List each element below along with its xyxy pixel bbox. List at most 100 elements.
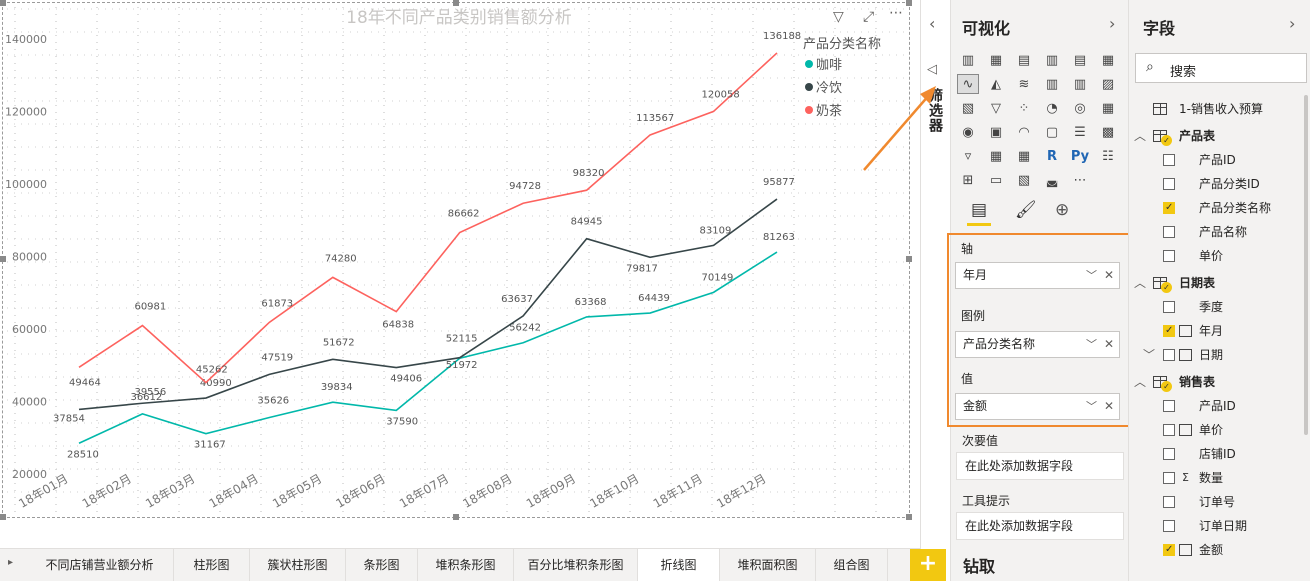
resize-handle[interactable] (906, 256, 912, 262)
remove-field-icon[interactable]: ✕ (1103, 399, 1114, 413)
map-icon[interactable]: ◉ (962, 124, 974, 140)
r-visual-icon[interactable]: R (1046, 148, 1057, 164)
field-table[interactable]: ︿ ✓ 产品表 (1129, 125, 1299, 147)
axis-well-field[interactable]: 年月 ﹀ ✕ (955, 262, 1120, 289)
chevron-up-icon[interactable]: ︿ (1134, 375, 1147, 389)
resize-handle[interactable] (906, 0, 912, 6)
analytics-tab-icon[interactable]: ⊕ (1055, 200, 1070, 220)
resize-handle[interactable] (0, 514, 6, 520)
resize-handle[interactable] (453, 514, 459, 520)
legend-well-field[interactable]: 产品分类名称 ﹀ ✕ (955, 331, 1120, 358)
area-chart-icon[interactable]: ◭ (991, 76, 1001, 92)
field-checkbox[interactable] (1163, 197, 1175, 219)
waterfall-icon[interactable]: ▧ (961, 100, 975, 116)
resize-handle[interactable] (0, 0, 6, 6)
field-item[interactable]: 产品名称 (1129, 221, 1299, 243)
field-checkbox[interactable] (1163, 520, 1175, 532)
ribbon-chart-icon[interactable]: ▨ (1101, 76, 1115, 92)
remove-field-icon[interactable]: ✕ (1103, 268, 1114, 282)
field-item[interactable]: 金额 (1129, 539, 1299, 561)
chevron-down-icon[interactable]: ﹀ (1143, 348, 1156, 362)
kpi-icon[interactable]: ▩ (1101, 124, 1115, 140)
fields-scrollbar[interactable] (1304, 95, 1308, 435)
field-item[interactable]: ﹀ 日期 (1129, 344, 1299, 366)
field-item[interactable]: 产品分类名称 (1129, 197, 1299, 219)
remove-field-icon[interactable]: ✕ (1103, 337, 1114, 351)
focus-mode-icon[interactable]: ⤢ (863, 9, 875, 25)
table-icon[interactable]: ▦ (989, 148, 1003, 164)
field-checkbox[interactable] (1163, 424, 1175, 436)
resize-handle[interactable] (453, 0, 459, 6)
page-tab[interactable]: 组合图 (816, 549, 888, 581)
chevron-up-icon[interactable]: ︿ (1134, 129, 1147, 143)
decomposition-tree-icon[interactable]: ⊞ (962, 172, 974, 188)
field-item[interactable]: 单价 (1129, 245, 1299, 267)
field-search-box[interactable]: ⌕ 搜索 (1135, 53, 1307, 83)
chevron-up-icon[interactable]: ︿ (1134, 276, 1147, 290)
card-icon[interactable]: ▢ (1045, 124, 1059, 140)
field-checkbox[interactable] (1163, 226, 1175, 238)
field-table[interactable]: ︿ ✓ 日期表 (1129, 272, 1299, 294)
field-item[interactable]: Σ 数量 (1129, 467, 1299, 489)
filter-icon[interactable]: ▽ (833, 9, 844, 25)
resize-handle[interactable] (0, 256, 6, 262)
filled-map-icon[interactable]: ▣ (989, 124, 1003, 140)
field-table[interactable]: 1-销售收入预算 (1129, 98, 1299, 120)
stacked-column-icon[interactable]: ▦ (989, 52, 1003, 68)
chevron-right-icon[interactable]: › (1109, 14, 1116, 33)
field-item[interactable]: 年月 (1129, 320, 1299, 342)
line-chart-visual[interactable]: 18年不同产品类别销售额分析 20000 40000 60000 80000 100000… (2, 2, 910, 518)
field-item[interactable]: 产品ID (1129, 149, 1299, 171)
stacked-area-icon[interactable]: ≋ (1018, 76, 1030, 92)
key-influencers-icon[interactable]: ☷ (1102, 148, 1114, 164)
values-well-field[interactable]: 金额 ﹀ ✕ (955, 393, 1120, 420)
more-options-icon[interactable]: ⋯ (889, 5, 903, 21)
field-item[interactable]: 店铺ID (1129, 443, 1299, 465)
page-tab[interactable]: 柱形图 (174, 549, 250, 581)
matrix-icon[interactable]: ▦ (1017, 148, 1031, 164)
more-visuals-icon[interactable]: ⋯ (1073, 172, 1087, 188)
field-checkbox[interactable] (1163, 178, 1175, 190)
clustered-column-icon[interactable]: ▥ (1045, 52, 1059, 68)
field-item[interactable]: 订单号 (1129, 491, 1299, 513)
scatter-icon[interactable]: ⁘ (1018, 100, 1030, 116)
qna-icon[interactable]: ▭ (989, 172, 1003, 188)
100-column-icon[interactable]: ▦ (1101, 52, 1115, 68)
stacked-bar-icon[interactable]: ▥ (961, 52, 975, 68)
field-checkbox[interactable] (1163, 496, 1175, 508)
field-item[interactable]: 产品ID (1129, 395, 1299, 417)
page-tab[interactable]: 折线图 (638, 549, 720, 581)
page-tab[interactable]: 堆积条形图 (418, 549, 514, 581)
fields-tab-icon[interactable]: ▤ (966, 200, 992, 226)
tab-nav-arrow-icon[interactable]: ▸ (8, 557, 14, 568)
field-checkbox[interactable] (1163, 154, 1175, 166)
pie-icon[interactable]: ◔ (1046, 100, 1058, 116)
chevron-right-icon[interactable]: › (1289, 14, 1296, 33)
page-tab[interactable]: 簇状柱形图 (250, 549, 346, 581)
line-clustered-icon[interactable]: ▥ (1073, 76, 1087, 92)
field-checkbox[interactable] (1163, 349, 1175, 361)
page-tab[interactable]: 堆积面积图 (720, 549, 816, 581)
tooltips-well[interactable]: 在此处添加数据字段 (956, 512, 1124, 540)
secondary-values-well[interactable]: 在此处添加数据字段 (956, 452, 1124, 480)
add-page-button[interactable]: + (910, 549, 946, 581)
donut-icon[interactable]: ◎ (1074, 100, 1086, 116)
python-visual-icon[interactable]: Py (1070, 148, 1090, 164)
field-checkbox[interactable] (1163, 472, 1175, 484)
treemap-icon[interactable]: ▦ (1101, 100, 1115, 116)
field-item[interactable]: 订单日期 (1129, 515, 1299, 537)
line-column-icon[interactable]: ▥ (1045, 76, 1059, 92)
chevron-down-icon[interactable]: ﹀ (1086, 338, 1097, 351)
page-tab[interactable]: 不同店铺营业额分析 (26, 549, 174, 581)
field-table[interactable]: ︿ ✓ 销售表 (1129, 371, 1299, 393)
page-tab[interactable]: 条形图 (346, 549, 418, 581)
slicer-icon[interactable]: ▿ (964, 148, 972, 164)
field-item[interactable]: 产品分类ID (1129, 173, 1299, 195)
field-item[interactable]: 季度 (1129, 296, 1299, 318)
clustered-bar-icon[interactable]: ▤ (1017, 52, 1031, 68)
field-checkbox[interactable] (1163, 539, 1175, 561)
format-tab-icon[interactable]: 🖌 (1015, 200, 1037, 220)
line-chart-icon[interactable]: ∿ (957, 74, 979, 94)
multirow-card-icon[interactable]: ☰ (1074, 124, 1086, 140)
field-item[interactable]: 单价 (1129, 419, 1299, 441)
